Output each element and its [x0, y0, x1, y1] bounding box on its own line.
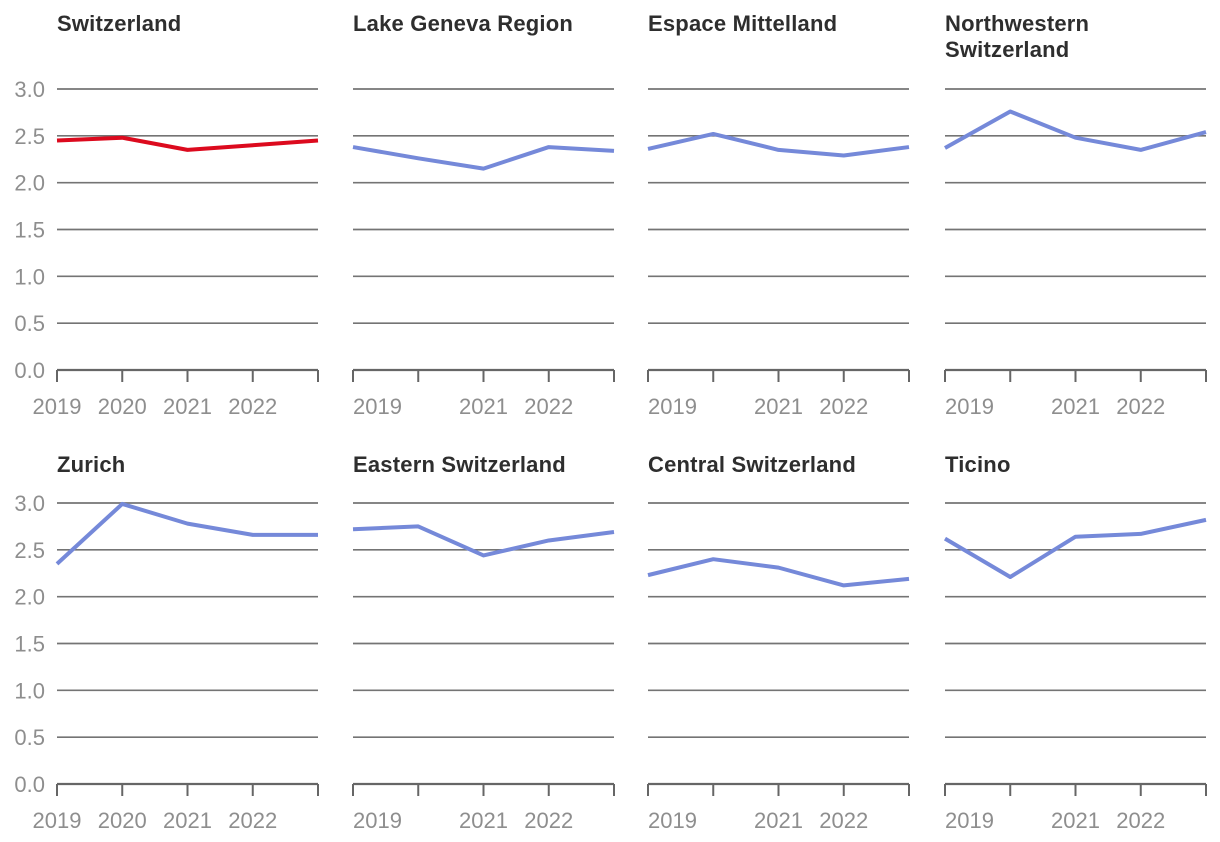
x-tick-label: 2019 — [353, 394, 402, 419]
y-tick-label: 1.5 — [14, 632, 45, 657]
x-tick-label: 2019 — [945, 394, 994, 419]
data-line — [56, 135, 319, 152]
x-tick-label: 2021 — [459, 808, 508, 833]
chart-plot: 2019 2021 2022 — [944, 88, 1207, 419]
x-tick-label: 2019 — [353, 808, 402, 833]
y-tick-label: 3.0 — [14, 77, 45, 102]
chart-plot: 0.0 0.5 1.0 1.5 2.0 2.5 3.0 2019 2020 2021 2022 — [14, 77, 319, 419]
chart-plot: 2019 2021 2022 — [943, 502, 1207, 833]
data-line — [944, 109, 1207, 152]
x-tick-label: 2021 — [754, 808, 803, 833]
y-tick-label: 1.0 — [14, 264, 45, 289]
chart-title: Northwestern Switzerland — [945, 11, 1090, 62]
x-tick-label: 2022 — [1116, 808, 1165, 833]
x-tick-label: 2019 — [648, 808, 697, 833]
x-tick-label: 2020 — [98, 808, 147, 833]
y-tick-label: 3.0 — [14, 491, 45, 516]
data-line — [647, 557, 910, 588]
y-tick-label: 1.0 — [14, 678, 45, 703]
x-tick-label: 2022 — [819, 394, 868, 419]
x-tick-label: 2019 — [648, 394, 697, 419]
data-line — [352, 524, 615, 558]
x-tick-label: 2021 — [459, 394, 508, 419]
data-line — [352, 145, 615, 171]
y-tick-label: 0.0 — [14, 772, 45, 797]
x-tick-label: 2022 — [228, 394, 277, 419]
y-tick-label: 0.5 — [14, 725, 45, 750]
x-tick-label: 2022 — [1116, 394, 1165, 419]
x-tick-label: 2022 — [524, 808, 573, 833]
chart-plot: 2019 2021 2022 — [647, 88, 910, 419]
x-tick-label: 2020 — [98, 394, 147, 419]
chart-title: Ticino — [945, 452, 1011, 477]
y-tick-label: 0.0 — [14, 358, 45, 383]
x-tick-label: 2019 — [33, 394, 82, 419]
y-tick-label: 2.5 — [14, 124, 45, 149]
data-line — [647, 131, 910, 158]
chart-plot: 2019 2021 2022 — [647, 502, 910, 833]
data-line — [55, 501, 318, 566]
chart-plot: 2019 2021 2022 — [352, 88, 615, 419]
chart-title: Switzerland — [57, 11, 182, 36]
x-tick-label: 2021 — [163, 394, 212, 419]
x-tick-label: 2022 — [228, 808, 277, 833]
x-tick-label: 2019 — [945, 808, 994, 833]
y-tick-label: 1.5 — [14, 218, 45, 243]
y-tick-label: 2.0 — [14, 585, 45, 610]
x-tick-label: 2021 — [1051, 808, 1100, 833]
chart-plot: 0.0 0.5 1.0 1.5 2.0 2.5 3.0 2019 2020 2021 2022 — [14, 491, 319, 833]
x-tick-label: 2019 — [33, 808, 82, 833]
chart-title: Central Switzerland — [648, 452, 856, 477]
y-tick-label: 2.5 — [14, 538, 45, 563]
x-tick-label: 2021 — [754, 394, 803, 419]
chart-title: Espace Mittelland — [648, 11, 838, 36]
x-tick-label: 2021 — [1051, 394, 1100, 419]
y-tick-label: 0.5 — [14, 311, 45, 336]
chart-plot: 2019 2021 2022 — [352, 502, 615, 833]
chart-title: Zurich — [57, 452, 126, 477]
chart-title: Lake Geneva Region — [353, 11, 574, 36]
y-tick-label: 2.0 — [14, 171, 45, 196]
x-tick-label: 2021 — [163, 808, 212, 833]
x-tick-label: 2022 — [524, 394, 573, 419]
x-tick-label: 2022 — [819, 808, 868, 833]
chart-title: Eastern Switzerland — [353, 452, 566, 477]
data-line — [943, 517, 1207, 579]
